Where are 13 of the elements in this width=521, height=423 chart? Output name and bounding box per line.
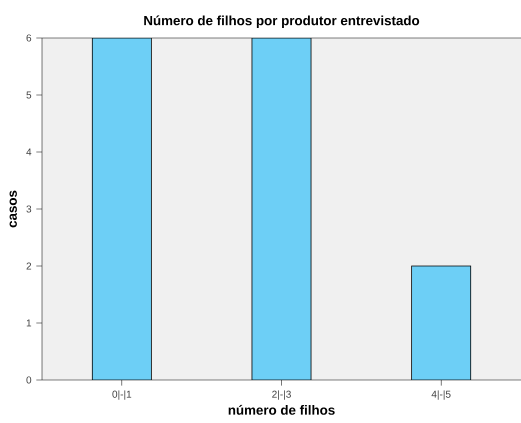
y-axis-title: casos bbox=[10, 190, 17, 228]
y-tick-label: 4 bbox=[26, 148, 32, 156]
y-tick-label: 6 bbox=[26, 34, 32, 42]
y-tick-label: 3 bbox=[26, 205, 32, 213]
chart-title: Número de filhos por produtor entrevistado bbox=[144, 15, 420, 28]
x-tick-label: 2|-|3 bbox=[272, 390, 291, 400]
y-tick-label: 2 bbox=[26, 262, 32, 270]
y-tick-label: 1 bbox=[26, 320, 32, 326]
x-axis-title: número de filhos bbox=[228, 404, 335, 415]
y-tick-label: 0 bbox=[26, 376, 32, 384]
y-tick-label: 5 bbox=[26, 92, 32, 98]
x-tick-label: 4|-|5 bbox=[432, 390, 451, 400]
x-tick-label: 0|-|1 bbox=[112, 390, 132, 400]
